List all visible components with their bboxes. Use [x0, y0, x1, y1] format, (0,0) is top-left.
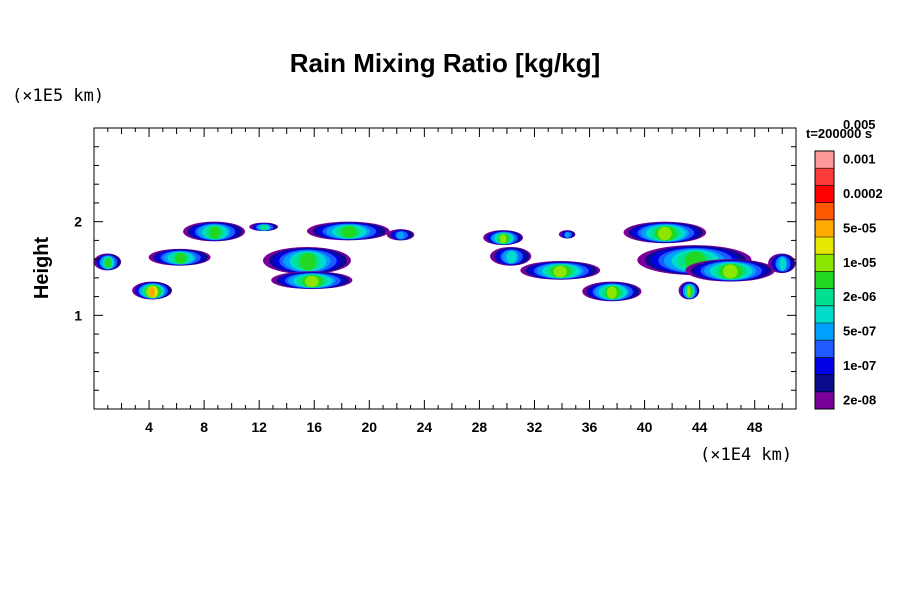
rain-feature — [490, 246, 532, 266]
contour-level — [149, 286, 155, 298]
colorbar-swatch — [815, 305, 834, 324]
x-tick-label: 16 — [306, 419, 322, 435]
rain-feature — [768, 253, 796, 274]
chart-title: Rain Mixing Ratio [kg/kg] — [290, 48, 601, 78]
contour-level — [174, 252, 187, 264]
contour-level — [341, 226, 357, 239]
x-tick-label: 4 — [145, 419, 153, 435]
colorbar-tick-label: 2e-08 — [843, 392, 876, 407]
rain-feature — [132, 281, 173, 300]
colorbar-swatch — [815, 185, 834, 203]
rain-feature — [148, 248, 211, 266]
colorbar-swatch — [815, 323, 834, 341]
contour-level — [722, 264, 738, 279]
rain-features — [94, 221, 796, 302]
colorbar-tick-label: 1e-07 — [843, 358, 876, 373]
rain-feature — [271, 271, 353, 290]
time-label: t=200000 s — [806, 126, 872, 141]
contour-level — [553, 265, 567, 278]
x-tick-label: 12 — [251, 419, 267, 435]
contour-level — [564, 232, 570, 238]
y-axis-label: Height — [31, 237, 53, 300]
rain-feature — [520, 261, 601, 280]
contour-level — [687, 286, 691, 298]
colorbar-swatch — [815, 271, 834, 289]
x-tick-label: 36 — [582, 419, 598, 435]
contour-level — [105, 257, 111, 269]
rain-feature — [249, 222, 279, 232]
rain-feature — [94, 253, 122, 271]
y-axis-units: (×1E5 km) — [12, 86, 104, 106]
colorbar-swatch — [815, 254, 834, 272]
colorbar-swatch — [815, 202, 834, 221]
rain-feature — [582, 281, 642, 302]
colorbar-swatch — [815, 219, 834, 238]
colorbar-tick-label: 0.001 — [843, 152, 876, 167]
x-tick-label: 32 — [527, 419, 543, 435]
contour-level — [305, 275, 319, 287]
colorbar-swatch — [815, 391, 834, 410]
y-tick-label: 2 — [74, 214, 82, 230]
contour-level — [779, 257, 787, 271]
rain-feature — [306, 221, 390, 241]
rain-feature — [386, 229, 415, 241]
x-tick-label: 48 — [747, 419, 763, 435]
x-tick-label: 28 — [472, 419, 488, 435]
contour-level — [299, 252, 317, 271]
colorbar-frame — [814, 150, 835, 410]
contour-level — [209, 226, 221, 239]
colorbar-swatch — [815, 288, 834, 307]
x-tick-label: 8 — [200, 419, 208, 435]
contour-level — [606, 286, 617, 299]
colorbar-swatch — [815, 151, 834, 169]
contour-level — [396, 231, 405, 240]
rain-feature — [685, 259, 775, 282]
colorbar-swatch — [815, 357, 834, 375]
colorbar: 2e-08 1e-07 5e-07 2e-06 1e-05 5e-05 0.0002 0.00… — [814, 117, 883, 410]
colorbar-tick-label: 0.0002 — [843, 186, 883, 201]
contour-level — [506, 250, 517, 264]
colorbar-tick-label: 0.005 — [843, 117, 876, 132]
x-axis-units: (×1E4 km) — [700, 445, 792, 465]
rain-feature — [623, 221, 707, 244]
rain-feature — [678, 281, 700, 300]
x-tick-label: 44 — [692, 419, 708, 435]
colorbar-tick-label: 2e-06 — [843, 289, 876, 304]
contour-level — [260, 225, 267, 231]
rain-feature — [558, 230, 576, 239]
y-tick-label: 1 — [74, 307, 82, 323]
rain-feature — [183, 221, 246, 242]
rain-feature — [483, 230, 524, 246]
colorbar-tick-label: 5e-05 — [843, 220, 876, 235]
colorbar-swatch — [815, 237, 834, 255]
rain-feature — [262, 246, 351, 275]
contour-level — [499, 234, 507, 244]
plot-frame — [93, 127, 797, 410]
x-tick-label: 40 — [637, 419, 653, 435]
colorbar-swatch — [815, 168, 834, 186]
contour-level — [657, 226, 672, 241]
x-tick-label: 24 — [417, 419, 433, 435]
colorbar-swatch — [815, 374, 834, 393]
colorbar-tick-label: 1e-05 — [843, 255, 876, 270]
x-tick-label: 20 — [362, 419, 378, 435]
colorbar-tick-label: 5e-07 — [843, 324, 876, 339]
colorbar-swatch — [815, 340, 834, 358]
